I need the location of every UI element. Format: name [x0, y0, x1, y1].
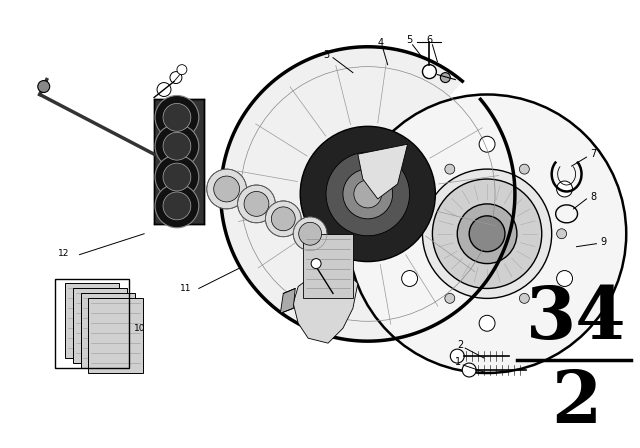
Polygon shape	[221, 47, 515, 341]
Circle shape	[402, 181, 417, 197]
Text: 9: 9	[600, 237, 607, 247]
Circle shape	[557, 181, 573, 197]
Circle shape	[214, 176, 239, 202]
Text: 3: 3	[323, 50, 329, 60]
Circle shape	[479, 315, 495, 331]
Circle shape	[299, 222, 321, 245]
Text: 10: 10	[134, 324, 146, 333]
Circle shape	[157, 82, 171, 96]
Circle shape	[402, 271, 417, 286]
Circle shape	[422, 169, 552, 298]
Circle shape	[457, 204, 517, 263]
Circle shape	[300, 126, 435, 262]
Circle shape	[155, 95, 199, 139]
Circle shape	[440, 73, 451, 82]
Polygon shape	[81, 293, 135, 368]
Circle shape	[354, 180, 381, 208]
Circle shape	[155, 184, 199, 228]
Circle shape	[433, 179, 541, 289]
Circle shape	[244, 191, 269, 216]
Circle shape	[163, 192, 191, 220]
Text: 11: 11	[180, 284, 192, 293]
Polygon shape	[88, 298, 143, 373]
Text: 4: 4	[378, 38, 384, 48]
Circle shape	[451, 349, 464, 363]
Text: 6: 6	[426, 35, 433, 45]
Circle shape	[311, 258, 321, 268]
Circle shape	[445, 164, 455, 174]
Text: 34: 34	[526, 283, 627, 354]
Circle shape	[408, 229, 417, 239]
Polygon shape	[303, 234, 353, 298]
Circle shape	[163, 132, 191, 160]
Circle shape	[155, 155, 199, 199]
Circle shape	[462, 363, 476, 377]
Circle shape	[479, 136, 495, 152]
Circle shape	[557, 229, 566, 239]
Circle shape	[343, 169, 393, 219]
Circle shape	[469, 216, 505, 252]
Circle shape	[348, 95, 627, 373]
Circle shape	[177, 65, 187, 75]
Text: 2: 2	[552, 367, 602, 438]
Circle shape	[170, 72, 182, 83]
Circle shape	[155, 125, 199, 168]
Text: 8: 8	[590, 192, 596, 202]
Circle shape	[520, 164, 529, 174]
Circle shape	[422, 65, 436, 78]
Polygon shape	[65, 284, 119, 358]
Circle shape	[207, 169, 246, 209]
Text: 1: 1	[455, 357, 461, 367]
Circle shape	[557, 271, 573, 286]
Text: 7: 7	[590, 149, 596, 159]
Circle shape	[266, 201, 301, 237]
Circle shape	[38, 81, 50, 92]
Circle shape	[326, 152, 410, 236]
Polygon shape	[293, 268, 358, 343]
Text: 12: 12	[58, 249, 70, 258]
Text: 5: 5	[406, 35, 413, 45]
Circle shape	[445, 293, 455, 303]
Polygon shape	[280, 289, 295, 313]
Circle shape	[271, 207, 295, 231]
Circle shape	[163, 163, 191, 191]
Circle shape	[520, 293, 529, 303]
Polygon shape	[154, 99, 204, 224]
Circle shape	[163, 103, 191, 131]
Circle shape	[237, 185, 275, 223]
Polygon shape	[72, 289, 127, 363]
Circle shape	[293, 217, 327, 250]
Polygon shape	[358, 144, 408, 199]
Text: 2: 2	[457, 340, 463, 350]
